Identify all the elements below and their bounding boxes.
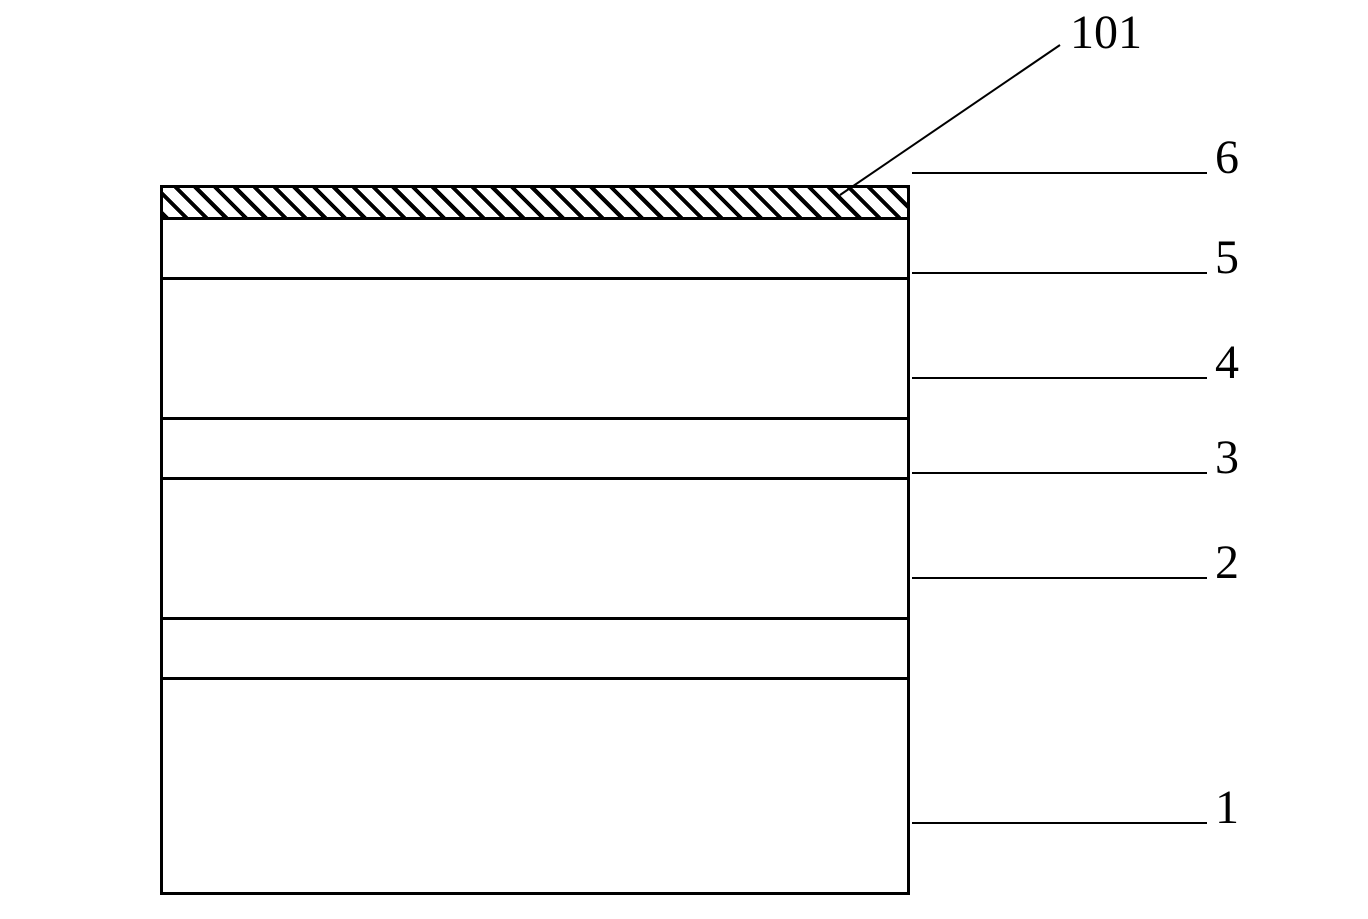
layer-stack-diagram — [160, 185, 910, 895]
label-101: 101 — [1070, 5, 1142, 60]
label-2: 2 — [1215, 535, 1239, 590]
label-1: 1 — [1215, 780, 1239, 835]
label-4: 4 — [1215, 335, 1239, 390]
leader-line — [912, 172, 1207, 174]
label-3: 3 — [1215, 430, 1239, 485]
layer-2 — [160, 617, 910, 677]
layer-6 — [160, 217, 910, 277]
layer-101 — [160, 185, 910, 217]
leader-line — [912, 377, 1207, 379]
leader-line — [912, 272, 1207, 274]
leader-line — [912, 472, 1207, 474]
label-5: 5 — [1215, 230, 1239, 285]
layer-5 — [160, 277, 910, 417]
layer-4 — [160, 417, 910, 477]
leader-line — [912, 822, 1207, 824]
layer-1 — [160, 677, 910, 895]
label-6: 6 — [1215, 130, 1239, 185]
layer-3 — [160, 477, 910, 617]
leader-line — [912, 577, 1207, 579]
